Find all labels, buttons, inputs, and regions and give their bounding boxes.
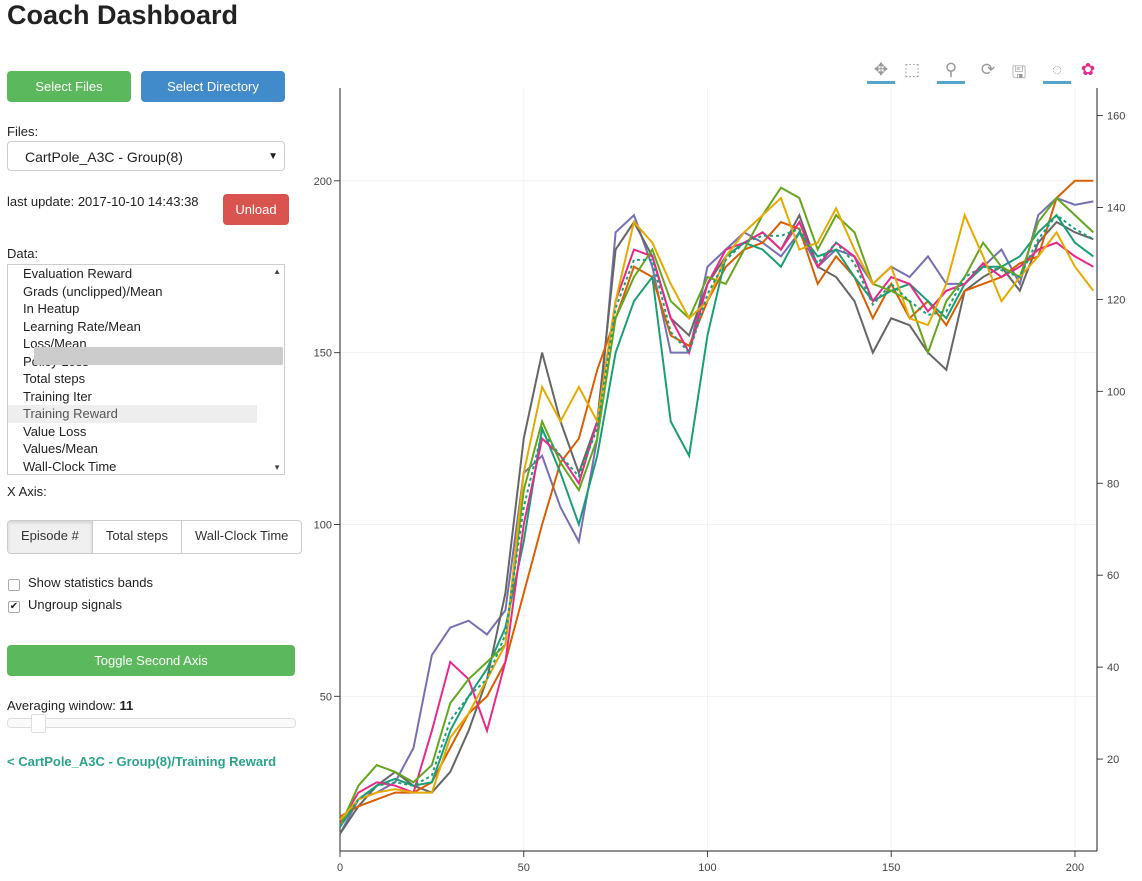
y2-tick-label: 20 xyxy=(1107,754,1119,766)
series-line-3 xyxy=(339,213,1094,828)
signal-link[interactable]: < CartPole_A3C - Group(8)/Training Rewar… xyxy=(7,754,277,769)
slider-handle[interactable] xyxy=(31,714,46,733)
averaging-slider[interactable] xyxy=(7,714,296,733)
ungroup-signals-label: Ungroup signals xyxy=(28,597,122,612)
scrollbar[interactable] xyxy=(34,347,283,365)
data-list-item[interactable]: Grads (unclipped)/Mean xyxy=(23,283,163,299)
data-label: Data: xyxy=(7,246,39,261)
series-line-0 xyxy=(339,196,1094,835)
data-list-item[interactable]: Evaluation Reward xyxy=(23,266,133,281)
reset-icon[interactable]: ⟳ xyxy=(980,60,996,79)
y2-tick-label: 40 xyxy=(1107,662,1119,674)
data-list-item[interactable]: Wall-Clock Time xyxy=(23,458,117,474)
box-zoom-icon[interactable]: ⬚ xyxy=(903,60,921,79)
x-axis-option-total-steps[interactable]: Total steps xyxy=(93,521,182,553)
y2-tick-label: 100 xyxy=(1107,386,1125,398)
y-tick-label: 200 xyxy=(314,176,332,188)
data-list-item[interactable]: Value Loss xyxy=(23,423,87,439)
y-tick-label: 150 xyxy=(314,348,332,360)
hover-icon[interactable]: ◌ xyxy=(1043,60,1071,84)
y2-tick-label: 140 xyxy=(1107,203,1125,215)
series-line-6 xyxy=(339,196,1095,821)
toggle-second-axis-button[interactable]: Toggle Second Axis xyxy=(7,645,295,676)
data-list-item[interactable]: Learning Rate/Mean xyxy=(23,318,141,334)
y-tick-label: 100 xyxy=(314,519,332,531)
files-selected: CartPole_A3C - Group(8) xyxy=(25,149,183,165)
show-statistics-bands-label: Show statistics bands xyxy=(28,575,154,590)
y2-tick-label: 160 xyxy=(1107,111,1125,123)
data-listbox[interactable]: ▲ Evaluation Reward Grads (unclipped)/Mea… xyxy=(7,264,285,475)
save-icon[interactable]: 🖫 xyxy=(1011,63,1027,82)
show-statistics-bands-checkbox[interactable] xyxy=(8,579,20,591)
files-label: Files: xyxy=(7,124,39,139)
y-tick-label: 50 xyxy=(320,691,332,703)
x-axis-option-wall-clock[interactable]: Wall-Clock Time xyxy=(194,528,289,543)
data-list-item[interactable]: Values/Mean xyxy=(23,441,98,456)
pan-icon[interactable]: ✥ xyxy=(867,60,895,84)
data-list-item[interactable]: Training Reward xyxy=(8,405,257,423)
x-axis-option-episode[interactable]: Episode # xyxy=(8,521,93,553)
x-tick-label: 0 xyxy=(337,862,343,874)
data-list-item[interactable]: In Heatup xyxy=(23,301,80,316)
data-list-item[interactable]: Total steps xyxy=(23,371,86,386)
unload-button[interactable]: Unload xyxy=(223,194,289,225)
series-line-1 xyxy=(339,212,1094,835)
x-axis-selector: Episode # Total steps Wall-Clock Time xyxy=(7,520,303,554)
series-line-5 xyxy=(339,186,1095,828)
series-line-7 xyxy=(339,213,1094,828)
averaging-label: Averaging window: xyxy=(7,698,116,713)
bokeh-logo: ✿ xyxy=(1080,60,1096,79)
files-select[interactable]: CartPole_A3C - Group(8) ▼ xyxy=(7,141,285,171)
series-line-4 xyxy=(339,219,1094,825)
select-directory-button[interactable]: Select Directory xyxy=(141,71,285,102)
y2-tick-label: 80 xyxy=(1107,478,1119,490)
x-tick-label: 50 xyxy=(518,862,530,874)
select-files-button[interactable]: Select Files xyxy=(7,71,131,102)
chevron-down-icon: ▼ xyxy=(268,151,278,162)
scroll-down-icon[interactable]: ▼ xyxy=(273,463,281,472)
ungroup-signals-checkbox[interactable]: ✔ xyxy=(8,601,20,613)
y2-tick-label: 60 xyxy=(1107,570,1119,582)
x-tick-label: 150 xyxy=(882,862,900,874)
x-tick-label: 100 xyxy=(698,862,716,874)
averaging-value: 11 xyxy=(119,698,134,713)
page-title: Coach Dashboard xyxy=(7,0,239,30)
last-update: last update: 2017-10-10 14:43:38 xyxy=(7,194,199,209)
y2-tick-label: 120 xyxy=(1107,294,1125,306)
series-line-2 xyxy=(339,179,1094,818)
x-axis-label: X Axis: xyxy=(7,484,47,499)
wheel-zoom-icon[interactable]: ⚲ xyxy=(937,60,965,84)
scroll-up-icon[interactable]: ▲ xyxy=(273,267,281,276)
x-tick-label: 200 xyxy=(1066,862,1084,874)
data-list-item[interactable]: Training Iter xyxy=(23,388,92,404)
averaging-window: Averaging window: 11 xyxy=(7,698,133,713)
